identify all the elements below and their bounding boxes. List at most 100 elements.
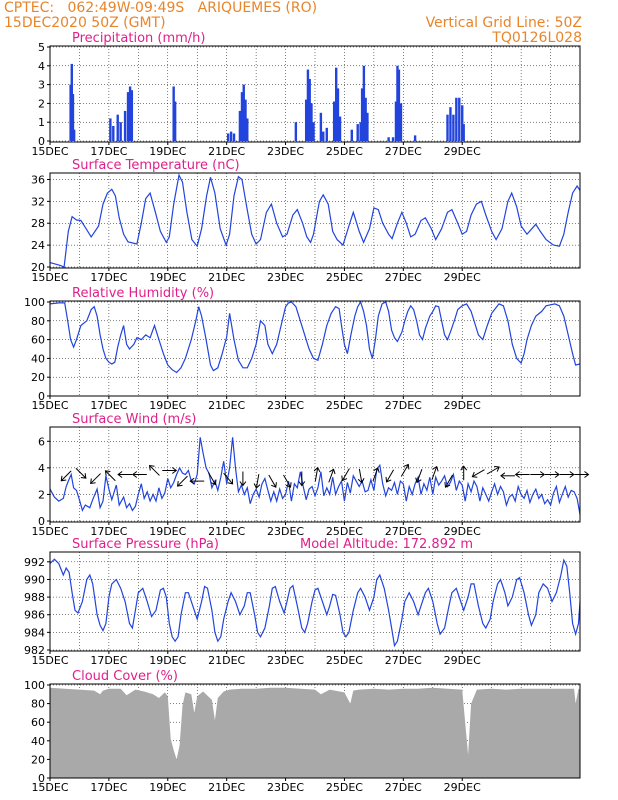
- x-tick-label: 15DEC: [31, 781, 68, 794]
- x-tick-label: 17DEC: [90, 654, 127, 667]
- x-tick-label: 29DEC: [444, 271, 481, 284]
- wind-arrow: [357, 468, 365, 484]
- temperature-line: [49, 173, 581, 268]
- precip-bar: [229, 131, 233, 141]
- precip-bar: [123, 110, 127, 141]
- precip-bar: [72, 129, 76, 141]
- panel-frame: [49, 172, 581, 269]
- y-tick-label: 992: [24, 556, 45, 569]
- x-tick-label: 23DEC: [267, 145, 304, 158]
- x-tick-label: 17DEC: [90, 525, 127, 538]
- panel-frame: [49, 683, 581, 779]
- precip-bar: [308, 78, 311, 141]
- y-tick-label: 990: [24, 573, 45, 586]
- humidity-line: [49, 300, 581, 374]
- precip-bar: [238, 110, 242, 141]
- wind-arrow: [207, 472, 217, 486]
- cloud-cover-area: [50, 687, 580, 778]
- x-tick-label: 21DEC: [208, 525, 245, 538]
- y-tick-label: 982: [24, 644, 45, 657]
- wind-arrow: [117, 471, 133, 478]
- precip-bar: [397, 69, 401, 141]
- precip-bar: [310, 103, 313, 141]
- precip-bar: [319, 112, 323, 141]
- wind-arrow: [415, 469, 423, 484]
- precip-bar: [336, 88, 340, 141]
- pressure-line: [49, 558, 581, 648]
- x-tick-label: 29DEC: [444, 399, 481, 412]
- precip-bar: [71, 94, 75, 141]
- y-tick-label: 984: [24, 626, 45, 639]
- wind-arrow: [313, 466, 321, 482]
- precip-bar: [350, 129, 354, 141]
- wind-arrow: [239, 471, 247, 487]
- pressure-title: Surface Pressure (hPa): [72, 537, 219, 552]
- wind-arrow: [283, 474, 292, 488]
- wind-arrow: [559, 471, 575, 478]
- wind-title: Surface Wind (m/s): [72, 412, 196, 427]
- y-tick-label: 988: [24, 591, 45, 604]
- y-tick-label: 2: [38, 97, 45, 110]
- precip-bar: [449, 107, 452, 141]
- panel-frame: [49, 300, 581, 397]
- y-tick-label: 0: [38, 515, 45, 528]
- x-tick-label: 29DEC: [444, 654, 481, 667]
- x-tick-label: 17DEC: [90, 271, 127, 284]
- precip-bar: [335, 67, 338, 141]
- x-tick-label: 23DEC: [267, 654, 304, 667]
- y-tick-label: 40: [31, 735, 45, 748]
- precipitation-title: Precipitation (mm/h): [72, 31, 205, 46]
- x-tick-label: 27DEC: [385, 654, 422, 667]
- x-tick-label: 25DEC: [326, 781, 363, 794]
- precip-bar: [359, 122, 362, 141]
- y-tick-label: 0: [38, 772, 45, 785]
- wind-arrow: [341, 468, 350, 482]
- wind-arrow: [545, 471, 560, 478]
- x-tick-label: 25DEC: [326, 399, 363, 412]
- x-tick-label: 21DEC: [208, 399, 245, 412]
- pressure-panel: 982 984 986 988 990 992 15DEC 17DEC 19DEC 21DEC 23…: [24, 537, 581, 667]
- precip-bar: [119, 122, 122, 141]
- x-tick-label: 15DEC: [31, 145, 68, 158]
- wind-arrow: [189, 477, 205, 485]
- precip-bar: [366, 112, 369, 141]
- x-tick-label: 19DEC: [149, 399, 186, 412]
- y-tick-label: 60: [31, 334, 45, 347]
- precip-bar: [312, 122, 315, 141]
- wind-arrow: [268, 474, 277, 488]
- y-tick-label: 80: [31, 698, 45, 711]
- wind-arrow: [400, 463, 410, 477]
- y-tick-label: 100: [24, 679, 45, 692]
- y-tick-label: 1: [38, 116, 45, 129]
- x-tick-label: 25DEC: [326, 145, 363, 158]
- y-tick-label: 100: [24, 296, 45, 309]
- x-tick-label: 19DEC: [149, 145, 186, 158]
- x-tick-label: 15DEC: [31, 399, 68, 412]
- precip-bar: [325, 127, 328, 141]
- precip-bar: [394, 101, 398, 141]
- x-tick-label: 15DEC: [31, 271, 68, 284]
- y-tick-label: 4: [38, 60, 45, 73]
- y-tick-label: 0: [38, 390, 45, 403]
- header-line1-left: CPTEC: 062:49W-09:49S ARIQUEMES (RO): [4, 0, 318, 16]
- precip-bar: [112, 125, 115, 141]
- x-tick-label: 29DEC: [444, 525, 481, 538]
- precip-bar: [172, 86, 175, 141]
- y-tick-label: 20: [31, 753, 45, 766]
- precip-bar: [173, 101, 177, 141]
- x-tick-label: 27DEC: [385, 781, 422, 794]
- precip-bar: [240, 92, 244, 141]
- wind-arrow: [176, 475, 188, 487]
- wind-arrow: [328, 468, 336, 483]
- panel-frame: [49, 426, 581, 523]
- precip-bar: [332, 101, 336, 141]
- x-tick-label: 19DEC: [149, 654, 186, 667]
- y-tick-label: 36: [31, 173, 45, 186]
- wind-arrow: [104, 470, 116, 482]
- x-tick-label: 19DEC: [149, 781, 186, 794]
- x-tick-label: 19DEC: [149, 271, 186, 284]
- x-tick-label: 23DEC: [267, 399, 304, 412]
- header-line2-left: 15DEC2020 50Z (GMT): [4, 15, 166, 31]
- precip-bar: [362, 65, 366, 141]
- temperature-title: Surface Temperature (nC): [72, 158, 240, 173]
